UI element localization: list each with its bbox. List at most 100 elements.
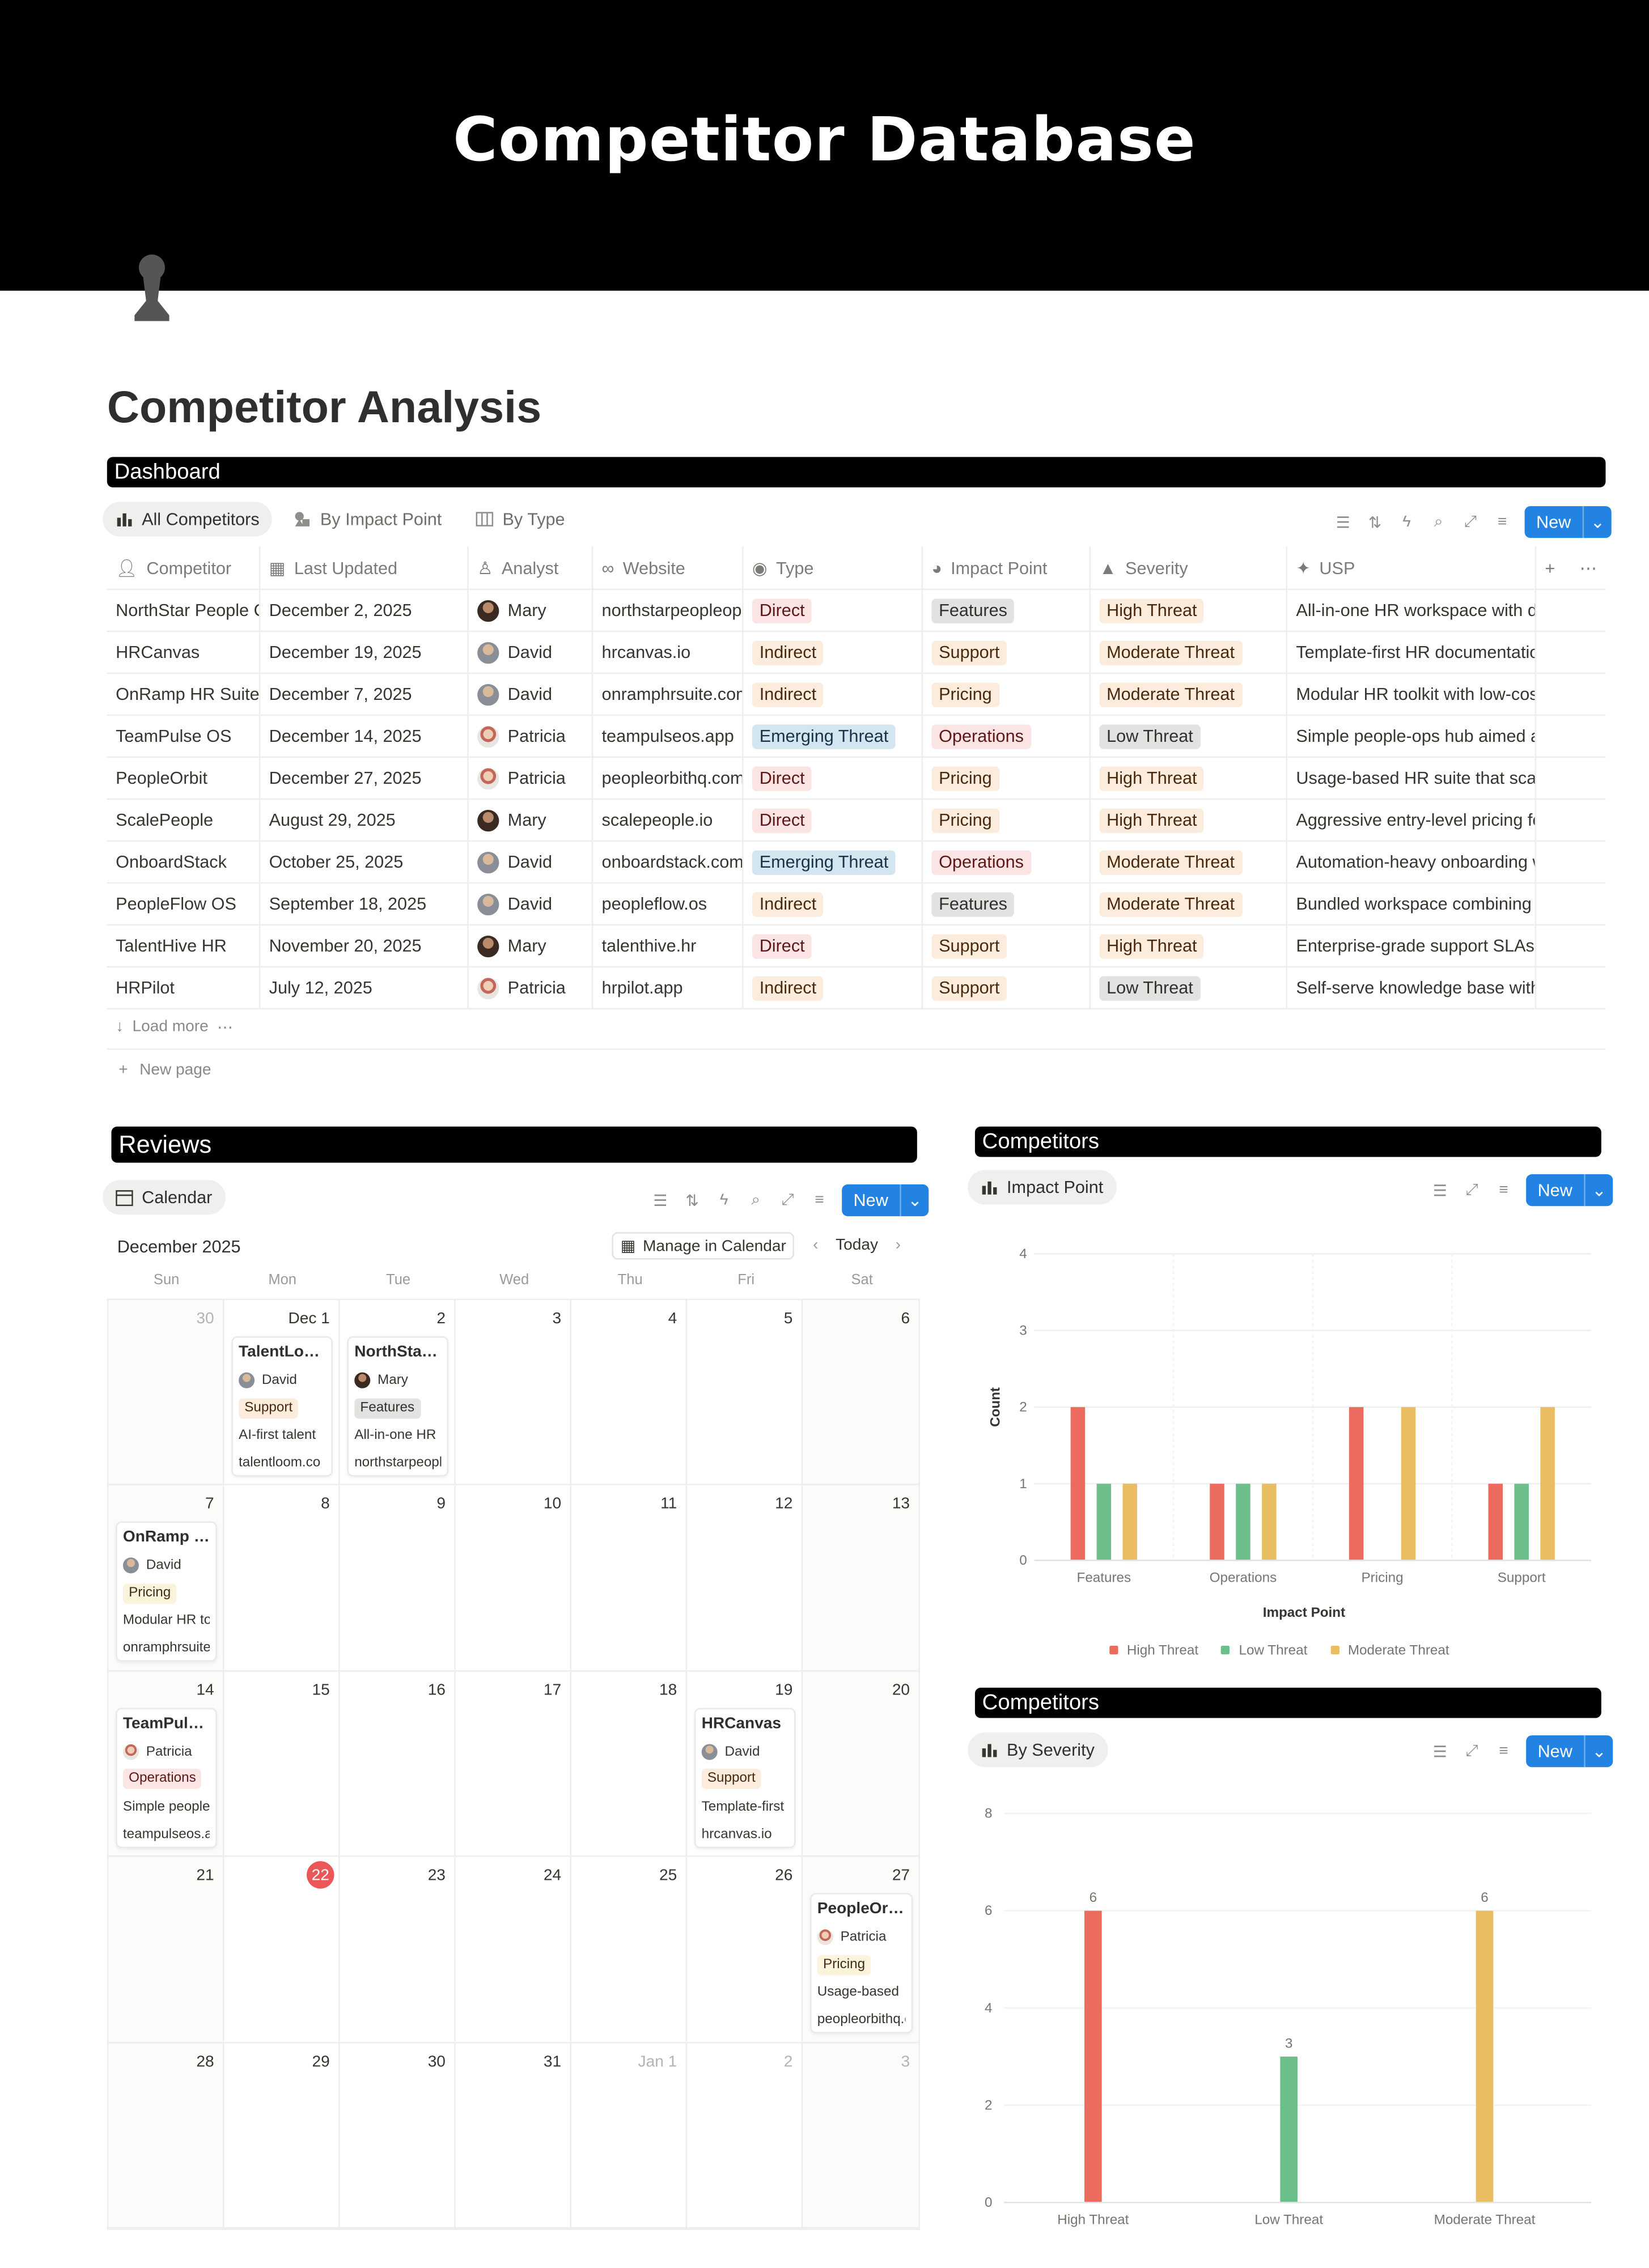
calendar-day[interactable]: 30 bbox=[108, 1300, 224, 1486]
competitor-cell[interactable]: NorthStar People Cloud bbox=[107, 590, 261, 631]
website-link[interactable]: peopleorbithq.com bbox=[601, 768, 744, 788]
severity-cell[interactable]: High Threat bbox=[1091, 800, 1288, 840]
automation-icon[interactable]: ϟ bbox=[1402, 513, 1411, 531]
settings-icon[interactable]: ≡ bbox=[1497, 513, 1507, 531]
calendar-day[interactable]: 22 bbox=[224, 1857, 340, 2043]
filter-icon[interactable]: ☰ bbox=[653, 1192, 668, 1210]
impact-cell[interactable]: Pricing bbox=[923, 674, 1091, 715]
usp-cell[interactable]: Enterprise-grade support SLAs and onboar… bbox=[1287, 925, 1537, 966]
expand-icon[interactable]: ⤢ bbox=[1465, 1742, 1478, 1760]
competitor-cell[interactable]: OnRamp HR Suite bbox=[107, 674, 261, 715]
impact-cell[interactable]: Features bbox=[923, 590, 1091, 631]
table-row[interactable]: NorthStar People CloudDecember 2, 2025Ma… bbox=[107, 590, 1606, 632]
calendar-event-card[interactable]: OnRamp HR Suite David Pricing Modular HR to… bbox=[116, 1522, 217, 1663]
last-updated-cell[interactable]: July 12, 2025 bbox=[260, 967, 469, 1008]
severity-cell[interactable]: Moderate Threat bbox=[1091, 884, 1288, 924]
severity-cell[interactable]: High Threat bbox=[1091, 758, 1288, 799]
calendar-day[interactable]: 23 bbox=[340, 1857, 456, 2043]
calendar-day[interactable]: 2 bbox=[687, 2042, 803, 2229]
analyst-cell[interactable]: David bbox=[469, 842, 594, 882]
calendar-day[interactable]: 16 bbox=[340, 1671, 456, 1857]
analyst-cell[interactable]: Patricia bbox=[469, 758, 594, 799]
website-link[interactable]: northstarpeopleops.com bbox=[601, 600, 743, 621]
tab-impact-point[interactable]: Impact Point bbox=[968, 1170, 1117, 1205]
type-cell[interactable]: Indirect bbox=[744, 884, 923, 924]
last-updated-cell[interactable]: December 19, 2025 bbox=[260, 632, 469, 673]
bar[interactable] bbox=[1280, 2056, 1298, 2203]
more-icon[interactable]: ⋯ bbox=[1579, 557, 1597, 578]
website-cell[interactable]: peopleflow.os bbox=[593, 884, 744, 924]
usp-cell[interactable]: All-in-one HR workspace with deep integr… bbox=[1287, 590, 1537, 631]
more-icon[interactable]: ⋯ bbox=[217, 1020, 234, 1037]
column-header-competitor[interactable]: 👤︎ Competitor bbox=[107, 546, 261, 589]
table-row[interactable]: HRPilot July 12, 2025 Patricia hrpilot.app I… bbox=[107, 967, 1606, 1010]
calendar-day[interactable]: 8 bbox=[224, 1485, 340, 1672]
calendar-day[interactable]: 5 bbox=[687, 1300, 803, 1486]
chevron-down-icon[interactable]: ⌄ bbox=[900, 1184, 929, 1217]
table-row[interactable]: TeamPulse OS December 14, 2025 Patricia tea… bbox=[107, 716, 1606, 758]
competitor-cell[interactable]: TeamPulse OS bbox=[107, 716, 261, 757]
column-header-severity[interactable]: ▲ Severity bbox=[1091, 546, 1288, 589]
bar[interactable] bbox=[1349, 1407, 1364, 1561]
competitor-cell[interactable]: HRCanvas bbox=[107, 632, 261, 673]
type-cell[interactable]: Emerging Threat bbox=[744, 842, 923, 882]
website-cell[interactable]: onboardstack.com bbox=[593, 842, 744, 882]
filter-icon[interactable]: ☰ bbox=[1432, 1182, 1447, 1200]
tab-all-competitors[interactable]: All Competitors bbox=[103, 502, 273, 537]
settings-icon[interactable]: ≡ bbox=[1499, 1181, 1508, 1199]
type-cell[interactable]: Direct bbox=[744, 590, 923, 631]
competitor-cell[interactable]: TalentHive HR bbox=[107, 925, 261, 966]
usp-cell[interactable]: Self-serve knowledge base with chat bbox=[1287, 967, 1537, 1008]
website-link[interactable]: onramphrsuite.com bbox=[601, 684, 744, 704]
calendar-day[interactable]: 18 bbox=[571, 1671, 688, 1857]
bar[interactable] bbox=[1210, 1484, 1224, 1561]
calendar-day[interactable]: 26 bbox=[687, 1857, 803, 2043]
bar[interactable] bbox=[1084, 1910, 1102, 2203]
bar[interactable] bbox=[1488, 1484, 1503, 1561]
calendar-day[interactable]: 31 bbox=[455, 2042, 571, 2229]
impact-cell[interactable]: Pricing bbox=[923, 800, 1091, 840]
website-link[interactable]: hrcanvas.io bbox=[601, 642, 691, 662]
legend-item[interactable]: Moderate Threat bbox=[1330, 1643, 1449, 1659]
dashboard-new-button[interactable]: New ⌄ bbox=[1524, 506, 1612, 538]
bar[interactable] bbox=[1401, 1407, 1416, 1561]
competitor-cell[interactable]: PeopleFlow OS bbox=[107, 884, 261, 924]
website-cell[interactable]: onramphrsuite.com bbox=[593, 674, 744, 715]
expand-icon[interactable]: ⤢ bbox=[1465, 1180, 1478, 1199]
bar[interactable] bbox=[1262, 1484, 1277, 1561]
website-cell[interactable]: scalepeople.io bbox=[593, 800, 744, 840]
severity-new-button[interactable]: New ⌄ bbox=[1526, 1735, 1613, 1768]
table-row[interactable]: PeopleOrbit December 27, 2025 Patricia peop… bbox=[107, 758, 1606, 800]
calendar-event-card[interactable]: TalentLoom David Support AI-first talent tal… bbox=[231, 1336, 333, 1477]
last-updated-cell[interactable]: December 2, 2025 bbox=[260, 590, 469, 631]
calendar-day[interactable]: 9 bbox=[340, 1485, 456, 1672]
severity-cell[interactable]: High Threat bbox=[1091, 925, 1288, 966]
reviews-new-button[interactable]: New ⌄ bbox=[842, 1184, 929, 1217]
table-row[interactable]: HRCanvas December 19, 2025 David hrcanvas.i… bbox=[107, 632, 1606, 674]
last-updated-cell[interactable]: August 29, 2025 bbox=[260, 800, 469, 840]
analyst-cell[interactable]: David bbox=[469, 674, 594, 715]
calendar-day[interactable]: 6 bbox=[803, 1300, 919, 1486]
website-cell[interactable]: peopleorbithq.com bbox=[593, 758, 744, 799]
last-updated-cell[interactable]: December 27, 2025 bbox=[260, 758, 469, 799]
analyst-cell[interactable]: David bbox=[469, 884, 594, 924]
sort-icon[interactable]: ⇅ bbox=[1368, 514, 1382, 532]
analyst-cell[interactable]: Mary bbox=[469, 800, 594, 840]
website-cell[interactable]: hrpilot.app bbox=[593, 967, 744, 1008]
impact-new-button[interactable]: New ⌄ bbox=[1526, 1174, 1613, 1207]
bar[interactable] bbox=[1476, 1910, 1494, 2203]
calendar-day[interactable]: 21 bbox=[108, 1857, 224, 2043]
website-link[interactable]: onboardstack.com bbox=[601, 852, 744, 872]
calendar-day[interactable]: 19 HRCanvas David Support Template-first hrca… bbox=[687, 1671, 803, 1857]
chevron-left-icon[interactable]: ‹ bbox=[813, 1236, 819, 1254]
calendar-day[interactable]: 2 NorthStar People Cloud Mary Features All-i… bbox=[340, 1300, 456, 1486]
last-updated-cell[interactable]: December 14, 2025 bbox=[260, 716, 469, 757]
bar[interactable] bbox=[1096, 1484, 1112, 1561]
chevron-down-icon[interactable]: ⌄ bbox=[1582, 506, 1612, 538]
calendar-day[interactable]: 12 bbox=[687, 1485, 803, 1672]
legend-item[interactable]: High Threat bbox=[1109, 1643, 1198, 1659]
column-header-analyst[interactable]: ♙ Analyst bbox=[469, 546, 594, 589]
tab-by-impact-point[interactable]: By Impact Point bbox=[281, 502, 455, 536]
calendar-day[interactable]: 10 bbox=[455, 1485, 571, 1672]
manage-in-calendar-button[interactable]: ▦ Manage in Calendar bbox=[612, 1232, 795, 1260]
